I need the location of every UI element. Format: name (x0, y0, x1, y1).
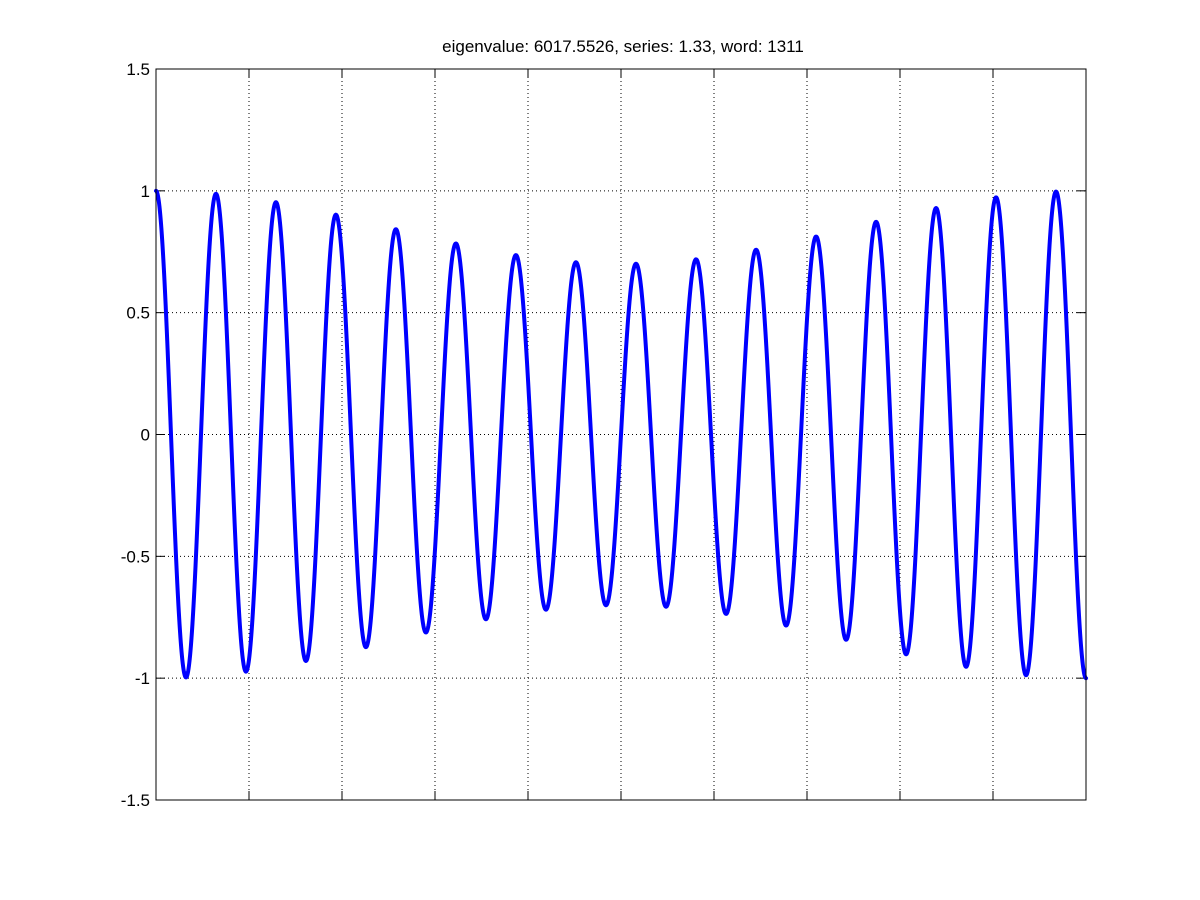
y-tick-label: -0.5 (121, 547, 150, 566)
y-tick-label: -1 (135, 669, 150, 688)
y-tick-label: -1.5 (121, 791, 150, 810)
chart-title: eigenvalue: 6017.5526, series: 1.33, wor… (442, 37, 804, 56)
series-layer (154, 188, 1088, 681)
y-tick-labels: 1.5 1 0.5 0 -0.5 -1 -1.5 (121, 60, 150, 810)
y-tick-label: 0 (141, 426, 150, 445)
plot-area-border (155, 68, 1087, 801)
y-tick-label: 0.5 (126, 304, 150, 323)
y-tick-label: 1 (141, 182, 150, 201)
y-tick-label: 1.5 (126, 60, 150, 79)
series-line (154, 188, 1088, 681)
